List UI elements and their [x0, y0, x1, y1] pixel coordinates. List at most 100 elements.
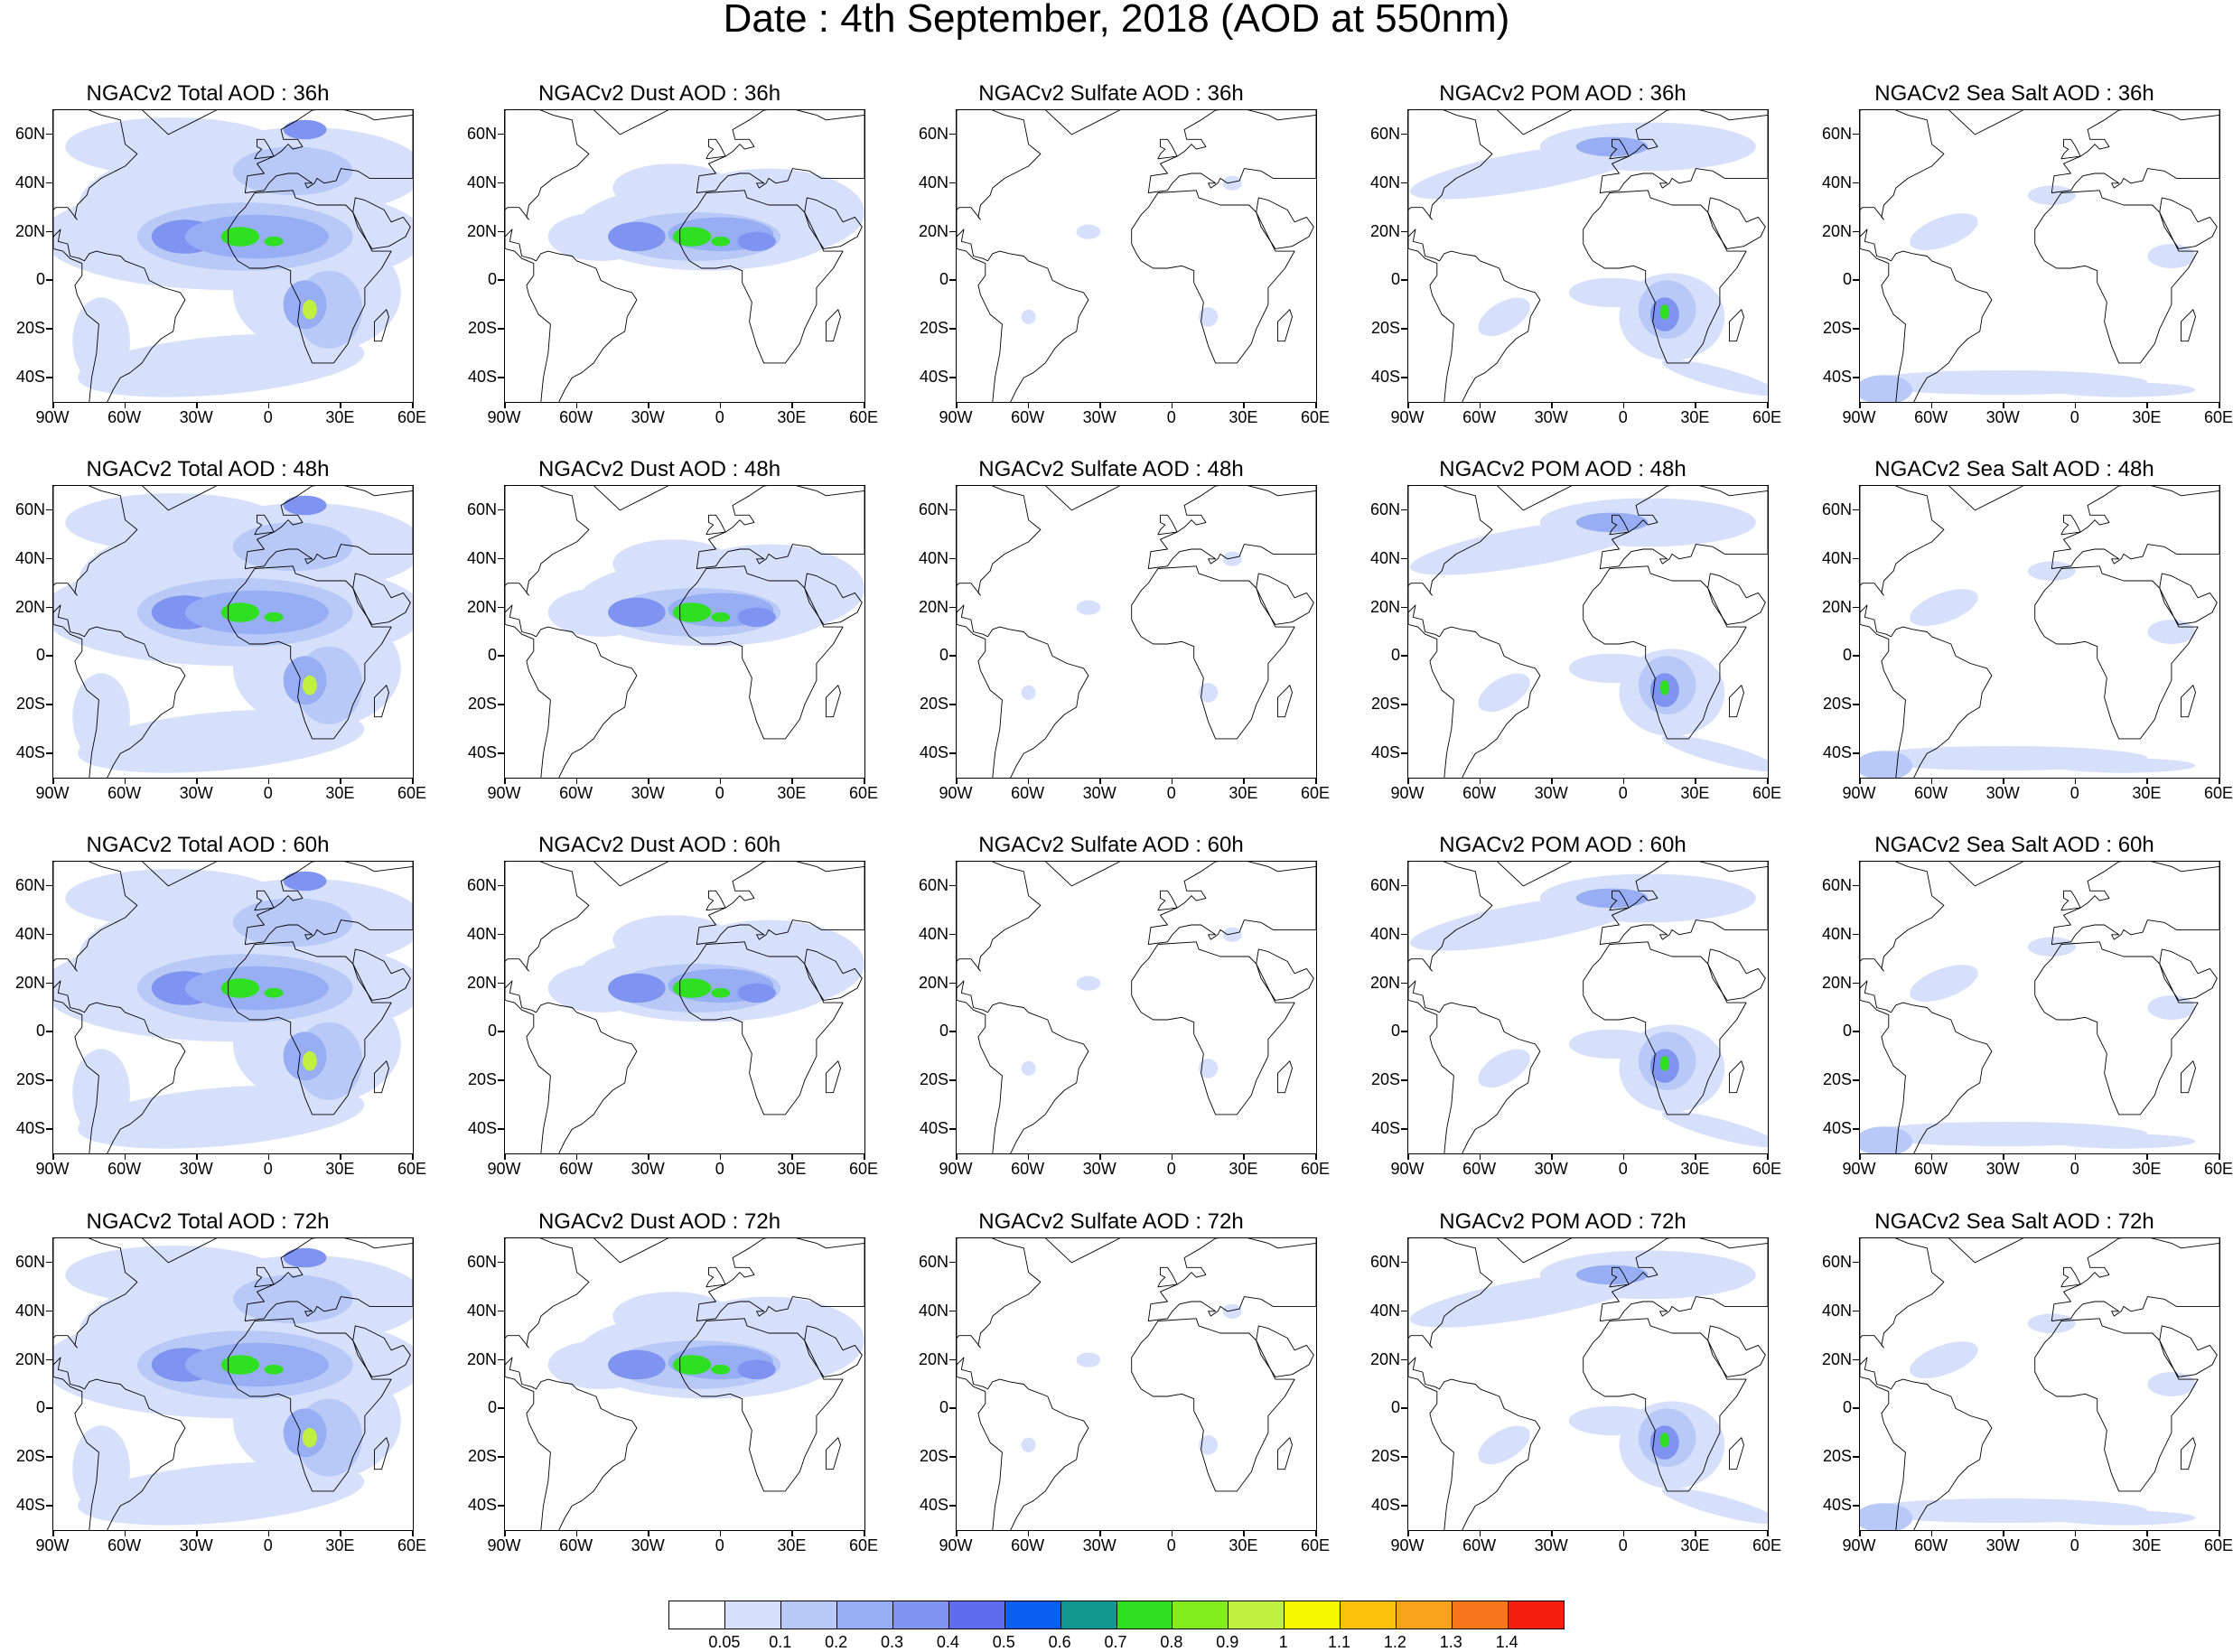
- map-area: [956, 861, 1317, 1154]
- lon-tick-label: 30W: [1082, 784, 1116, 802]
- lat-tick: [46, 1079, 52, 1081]
- lon-tick-label: 30W: [631, 408, 665, 426]
- lon-tick-label: 30W: [1534, 784, 1568, 802]
- coastline: [2051, 486, 2219, 569]
- lat-tick-label: 20S: [919, 1070, 948, 1089]
- lon-tick: [1407, 778, 1409, 784]
- colorbar-swatch: [1285, 1601, 1341, 1629]
- colorbar-label: 0.5: [992, 1633, 1015, 1651]
- lat-tick-label: 0: [1390, 270, 1400, 289]
- coastline: [593, 862, 668, 887]
- lat-tick-label: 60N: [1369, 499, 1400, 518]
- lon-tick-label: 30W: [1985, 1536, 2020, 1554]
- lon-tick: [1171, 778, 1173, 784]
- coastline: [1147, 110, 1316, 193]
- panel-title: NGACv2 Dust AOD : 36h: [537, 81, 781, 106]
- aod-field: [1860, 1503, 1913, 1530]
- lon-tick-label: 0: [2069, 1160, 2079, 1178]
- aod-field: [220, 602, 260, 622]
- aod-field: [283, 495, 327, 516]
- lon-tick: [575, 1153, 578, 1160]
- coastline: [505, 486, 638, 778]
- aod-field: [1478, 1049, 1530, 1088]
- lat-tick-label: 20S: [1370, 319, 1400, 338]
- lat-tick: [1853, 1079, 1859, 1081]
- aod-field: [1539, 122, 1756, 172]
- lon-tick-label: 30E: [777, 1160, 807, 1178]
- map-svg: [1408, 1238, 1768, 1530]
- lat-tick: [46, 752, 52, 754]
- lon-tick: [124, 1530, 126, 1536]
- lon-tick: [52, 402, 54, 408]
- lon-tick-label: 60E: [848, 784, 879, 802]
- lon-tick: [2219, 402, 2220, 408]
- lat-tick-label: 40N: [14, 173, 45, 191]
- lat-tick: [1853, 230, 1859, 233]
- aod-field: [1910, 1341, 1978, 1379]
- lon-tick-label: 60E: [2203, 408, 2233, 426]
- lat-tick-label: 0: [1842, 646, 1852, 665]
- aod-field: [1659, 680, 1670, 695]
- lat-tick: [46, 230, 52, 233]
- lon-tick: [2074, 1153, 2077, 1160]
- lat-tick: [498, 509, 504, 511]
- lat-tick: [46, 509, 52, 511]
- coastline: [1948, 486, 2023, 511]
- lon-tick: [196, 402, 198, 408]
- map-svg: [957, 486, 1316, 778]
- map-area: [1407, 1237, 1769, 1531]
- lat-tick-label: 40S: [467, 1119, 497, 1138]
- lon-tick: [1930, 1530, 1933, 1536]
- lat-tick: [949, 1261, 956, 1264]
- colorbar-swatch: [1341, 1601, 1397, 1629]
- aod-field: [233, 1274, 353, 1324]
- lon-tick-label: 0: [715, 1160, 724, 1178]
- aod-field: [711, 236, 731, 247]
- aod-field: [264, 987, 284, 998]
- colorbar-label: 0.9: [1216, 1633, 1239, 1651]
- lat-tick: [46, 1358, 52, 1361]
- aod-field: [1568, 277, 1656, 308]
- lat-tick: [949, 606, 956, 609]
- coastline: [1599, 110, 1768, 193]
- coastline: [1157, 1266, 1178, 1288]
- lat-tick: [498, 1031, 504, 1032]
- lat-tick: [1853, 133, 1859, 135]
- lon-tick: [412, 1530, 414, 1536]
- map-svg: [1408, 862, 1768, 1153]
- lat-tick-label: 40S: [919, 743, 948, 762]
- lon-tick: [1622, 778, 1625, 784]
- aod-field: [672, 1355, 712, 1375]
- coastline: [142, 486, 217, 511]
- coastline: [1707, 1325, 1766, 1377]
- lon-tick: [1695, 778, 1696, 784]
- lon-tick-label: 0: [1166, 784, 1176, 802]
- lon-tick-label: 60W: [1462, 408, 1497, 426]
- lat-tick-label: 0: [1390, 1022, 1400, 1041]
- lat-tick-label: 40S: [467, 743, 497, 762]
- lon-tick: [504, 1153, 506, 1160]
- figure-title: Date : 4th September, 2018 (AOD at 550nm…: [723, 0, 1510, 41]
- lat-tick: [1401, 933, 1407, 936]
- lat-tick-label: 60N: [466, 1252, 497, 1271]
- lat-tick: [1401, 655, 1407, 657]
- lat-tick-label: 40S: [1370, 743, 1400, 762]
- lon-tick-label: 30E: [1229, 408, 1258, 426]
- lon-tick-label: 30E: [2132, 784, 2162, 802]
- lat-tick-label: 40N: [918, 173, 948, 191]
- lon-tick: [864, 1530, 865, 1536]
- lon-tick-label: 60W: [1462, 1160, 1497, 1178]
- aod-field: [612, 1292, 733, 1340]
- coastline: [1729, 1060, 1744, 1094]
- aod-field: [1021, 309, 1036, 324]
- lat-tick: [498, 557, 504, 560]
- map-svg: [1408, 486, 1768, 778]
- lat-tick-label: 20N: [1821, 597, 1852, 616]
- lon-tick: [1551, 778, 1553, 784]
- coastline: [1277, 685, 1293, 718]
- coastline: [1583, 190, 1747, 364]
- lat-tick: [949, 1310, 956, 1312]
- lon-tick-label: 60E: [397, 408, 427, 426]
- lon-tick-label: 60E: [848, 408, 879, 426]
- lon-tick-label: 60E: [1300, 784, 1331, 802]
